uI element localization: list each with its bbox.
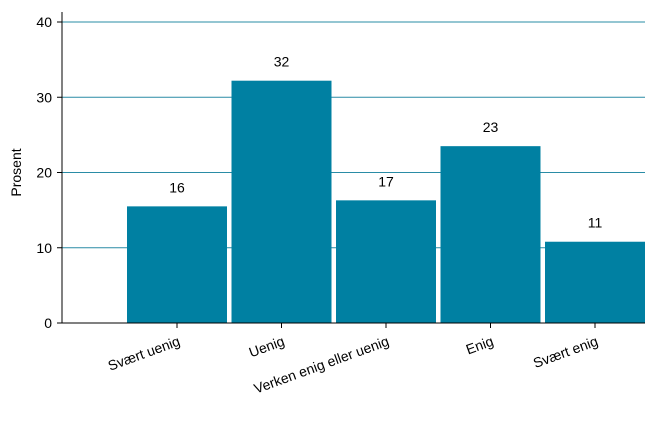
bar-data-label: 23 xyxy=(483,119,499,135)
x-tick-label: Svært uenig xyxy=(106,333,182,374)
bar-data-label: 16 xyxy=(169,179,185,195)
x-tick-label: Svært enig xyxy=(531,333,600,371)
bar-data-label: 17 xyxy=(378,173,394,189)
bar xyxy=(231,80,332,323)
data-labels: 16 32 17 23 11 xyxy=(169,54,602,231)
axes xyxy=(61,12,645,324)
bar-data-label: 32 xyxy=(274,54,290,70)
bar xyxy=(127,206,227,323)
y-tick-label: 30 xyxy=(36,89,52,105)
bar-data-label: 11 xyxy=(588,215,603,231)
y-tick-label: 10 xyxy=(36,240,52,256)
bar xyxy=(336,200,436,323)
y-axis-title: Prosent xyxy=(8,148,24,196)
bar xyxy=(545,241,645,323)
y-tick-label: 20 xyxy=(36,165,52,181)
y-tick-label: 40 xyxy=(36,14,52,30)
y-axis-ticks: 0 10 20 30 40 xyxy=(36,14,62,331)
bars xyxy=(127,80,645,323)
x-tick-label: Uenig xyxy=(247,333,287,361)
x-tick-label: Enig xyxy=(464,333,496,358)
y-tick-label: 0 xyxy=(44,315,52,331)
bar xyxy=(440,146,541,323)
